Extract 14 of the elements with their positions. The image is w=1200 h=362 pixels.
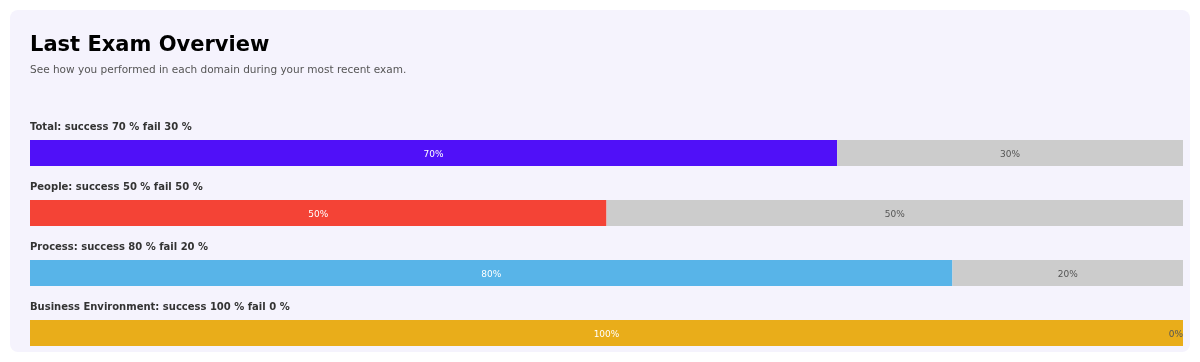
data-label: 100% xyxy=(593,328,620,339)
data-label: 50% xyxy=(308,208,329,219)
data-label: 70% xyxy=(423,148,444,159)
y-tick-label: Business Environment: success 100 % fail 0 % xyxy=(30,301,290,312)
data-label: 50% xyxy=(884,208,906,219)
data-label: 80% xyxy=(481,268,502,279)
y-tick-label: Process: success 80 % fail 20 % xyxy=(30,241,209,252)
chart-title: Last Exam Overview xyxy=(30,32,270,56)
y-tick-label: People: success 50 % fail 50 % xyxy=(30,181,203,192)
data-label: 20% xyxy=(1057,268,1079,279)
data-label: 30% xyxy=(1000,148,1021,159)
y-tick-label: Total: success 70 % fail 30 % xyxy=(30,121,192,132)
data-label: 0% xyxy=(1168,328,1184,339)
chart-subtitle: See how you performed in each domain during your most recent exam. xyxy=(30,63,407,75)
